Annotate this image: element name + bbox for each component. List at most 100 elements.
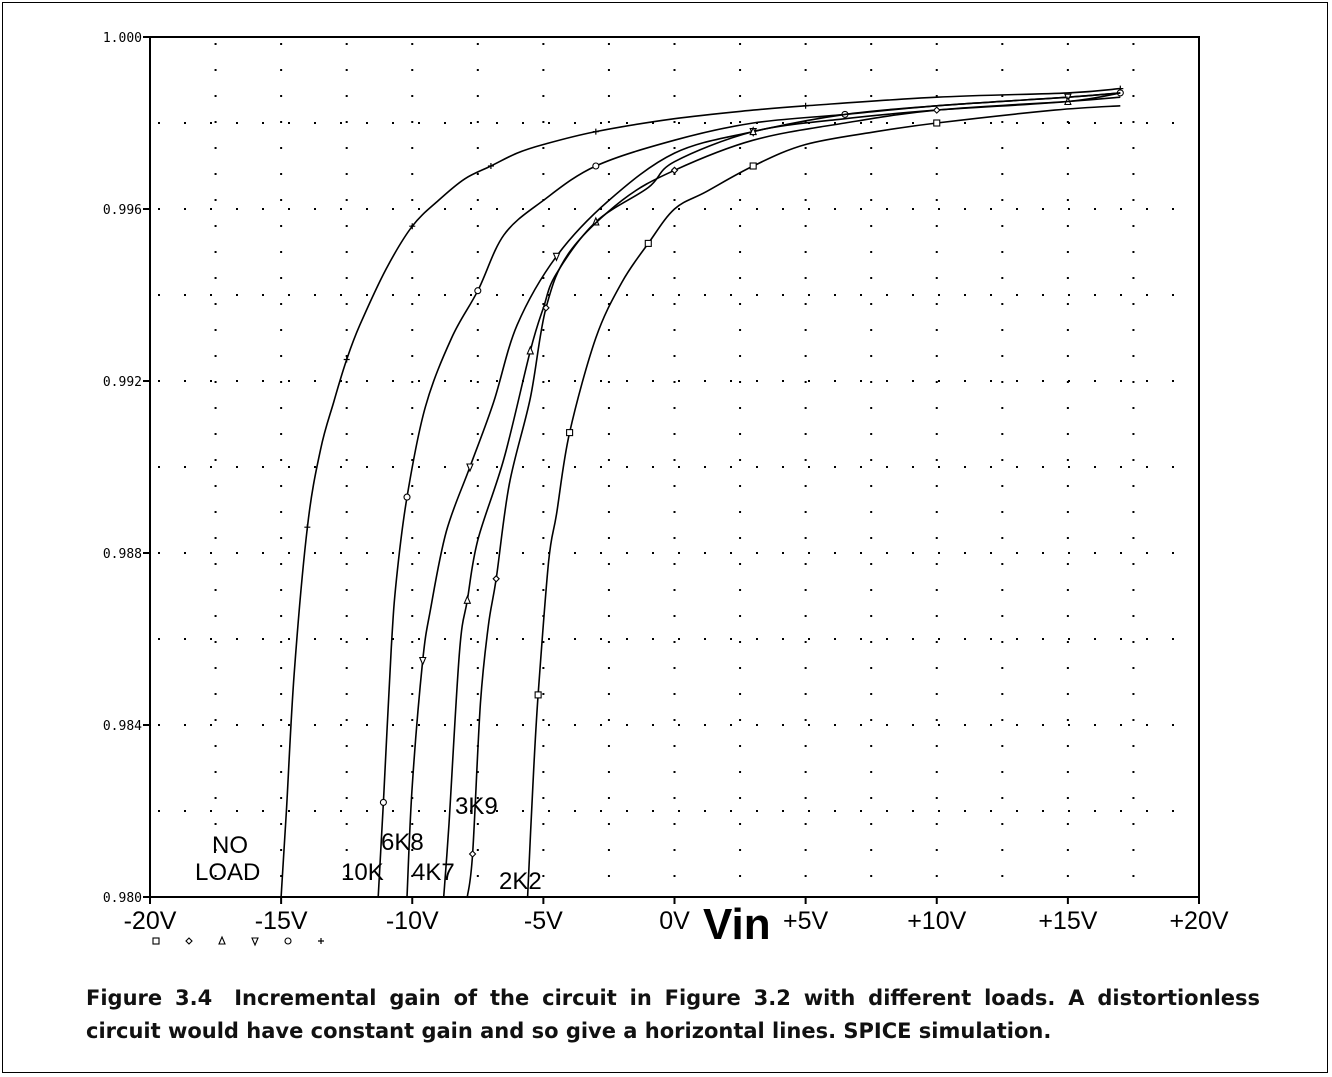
grid-dot: [470, 724, 472, 726]
grid-dot: [1066, 589, 1069, 591]
grid-dot: [280, 849, 283, 851]
grid-dot: [870, 329, 873, 331]
grid-dot: [870, 43, 873, 45]
grid-dot: [210, 466, 212, 468]
grid-dot: [870, 719, 873, 721]
grid-dot: [1132, 381, 1135, 383]
grid-dot: [476, 173, 479, 175]
grid-dot: [870, 875, 873, 877]
grid-dot: [704, 466, 706, 468]
grid-dot: [1066, 407, 1069, 409]
grid-dot: [860, 724, 862, 726]
tick-labels: -20V -15V -10V -5V 0V +5V +10V +15V +20V 0.980 0.9…: [103, 31, 1229, 935]
label-no: NO: [212, 832, 248, 859]
grid-dot: [542, 719, 545, 721]
grid-dot: [476, 407, 479, 409]
grid-dot: [158, 724, 160, 726]
grid-dot: [280, 537, 283, 539]
grid-dot: [935, 147, 938, 149]
grid-dot: [236, 122, 238, 124]
marker-2k2: [749, 162, 757, 170]
grid-dot: [214, 173, 217, 175]
grid-dot: [542, 823, 545, 825]
grid-dot: [1132, 277, 1135, 279]
grid-dot: [834, 638, 836, 640]
grid-dot: [280, 693, 283, 695]
grid-dot: [288, 810, 290, 812]
grid-dot: [314, 810, 316, 812]
grid-dot: [542, 147, 545, 149]
grid-dot: [834, 810, 836, 812]
grid-dot: [935, 95, 938, 97]
grid-dot: [574, 380, 576, 382]
grid-dot: [1132, 485, 1135, 487]
grid-dot: [704, 294, 706, 296]
grid-dot: [345, 355, 348, 357]
grid-dot: [340, 466, 342, 468]
grid-dot: [1066, 719, 1069, 721]
grid-dot: [1001, 199, 1004, 201]
grid-dot: [418, 122, 420, 124]
grid-dot: [600, 294, 602, 296]
grid-dot: [607, 589, 610, 591]
grid-dot: [1094, 638, 1096, 640]
grid-dot: [288, 552, 290, 554]
grid-dot: [756, 638, 758, 640]
grid-dot: [1042, 724, 1044, 726]
grid-dot: [392, 466, 394, 468]
grid-dot: [673, 849, 676, 851]
grid-dot: [804, 433, 807, 435]
grid-dot: [804, 303, 807, 305]
grid-dot: [280, 199, 283, 201]
grid-dot: [673, 303, 676, 305]
grid-dot: [411, 849, 414, 851]
grid-dot: [1172, 122, 1174, 124]
grid-dot: [214, 355, 217, 357]
grid-dot: [935, 277, 938, 279]
grid-dot: [1066, 225, 1069, 227]
grid-dot: [1172, 466, 1174, 468]
grid-dot: [262, 552, 264, 554]
grid-dot: [1132, 693, 1135, 695]
grid-dot: [607, 69, 610, 71]
grid-dot: [607, 277, 610, 279]
grid-dot: [280, 797, 283, 799]
grid-dot: [542, 537, 545, 539]
y-tick-label: 0.988: [103, 547, 142, 562]
grid-dot: [607, 407, 610, 409]
grid-dot: [804, 199, 807, 201]
grid-dot: [574, 208, 576, 210]
grid-dot: [1042, 552, 1044, 554]
grid-dot: [730, 552, 732, 554]
label-2k2: 2K2: [499, 868, 542, 895]
grid-dot: [418, 724, 420, 726]
grid-dot: [280, 563, 283, 565]
marker-6k8: [552, 252, 561, 262]
x-tick-label: -5V: [524, 907, 563, 935]
grid-dot: [782, 724, 784, 726]
grid-dot: [870, 199, 873, 201]
grid-dot: [210, 724, 212, 726]
grid-dot: [345, 797, 348, 799]
grid-dot: [673, 433, 676, 435]
grid-dot: [1172, 208, 1174, 210]
grid-dot: [411, 121, 414, 123]
grid-dot: [990, 294, 992, 296]
grid-dot: [1094, 122, 1096, 124]
grid-dot: [1001, 771, 1004, 773]
grid-dot: [214, 121, 217, 123]
grid-dot: [340, 380, 342, 382]
grid-dot: [476, 615, 479, 617]
grid-dot: [411, 277, 414, 279]
grid-dot: [345, 823, 348, 825]
grid-dot: [280, 459, 283, 461]
grid-dot: [964, 552, 966, 554]
grid-dot: [652, 380, 654, 382]
grid-dot: [673, 43, 676, 45]
grid-dot: [673, 563, 676, 565]
grid-dot: [411, 771, 414, 773]
grid-dot: [1001, 407, 1004, 409]
grid-dot: [804, 407, 807, 409]
grid-dot: [574, 810, 576, 812]
grid-dot: [1001, 589, 1004, 591]
